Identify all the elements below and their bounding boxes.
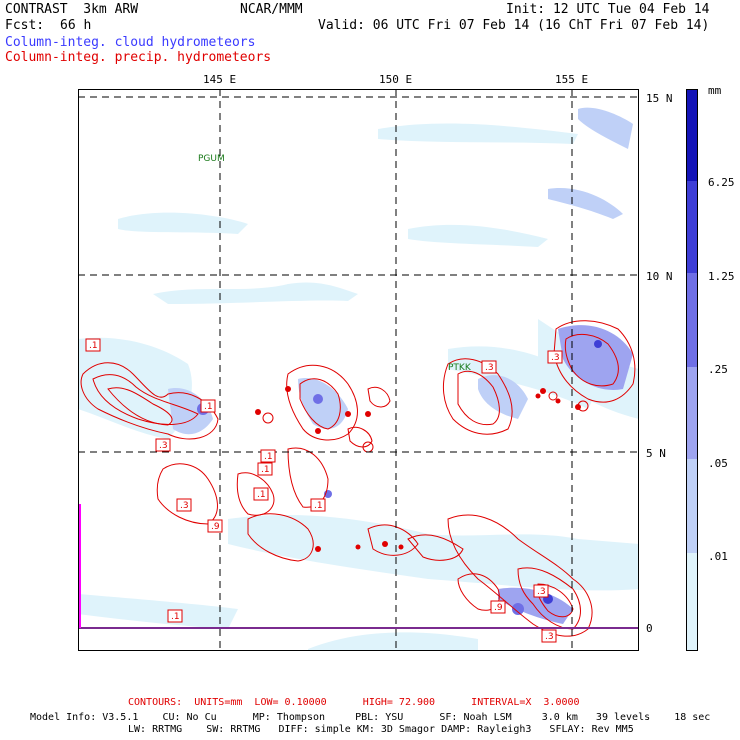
legend-units: mm bbox=[708, 84, 722, 97]
svg-text:.1: .1 bbox=[261, 465, 270, 475]
lon-label-145: 145 E bbox=[203, 73, 237, 86]
svg-text:.3: .3 bbox=[159, 441, 168, 451]
precip-contours bbox=[80, 320, 636, 637]
contour-label: .9 bbox=[490, 600, 506, 614]
contour-label: .1 bbox=[253, 487, 269, 501]
legend-level: .25 bbox=[708, 363, 728, 376]
institution-label: NCAR/MMM bbox=[240, 2, 303, 17]
svg-text:.3: .3 bbox=[545, 632, 554, 642]
svg-text:.3: .3 bbox=[551, 353, 560, 363]
lat-label-5n: 5 N bbox=[646, 447, 666, 460]
contour-label: .3 bbox=[541, 629, 557, 643]
legend-colorbar bbox=[686, 89, 698, 651]
latlon-grid bbox=[78, 89, 639, 651]
svg-text:.3: .3 bbox=[180, 501, 189, 511]
contour-label: .9 bbox=[207, 519, 223, 533]
svg-text:.1: .1 bbox=[314, 501, 323, 511]
map-frame bbox=[78, 89, 639, 651]
svg-text:.1: .1 bbox=[257, 490, 266, 500]
svg-text:.1: .1 bbox=[204, 402, 213, 412]
contour-label: .3 bbox=[176, 498, 192, 512]
legend-level: .05 bbox=[708, 457, 728, 470]
lat-label-0: 0 bbox=[646, 622, 653, 635]
field-cloud-label: Column-integ. cloud hydrometeors bbox=[5, 35, 256, 50]
legend-level: .01 bbox=[708, 550, 728, 563]
contour-label: .3 bbox=[547, 350, 563, 364]
svg-text:.1: .1 bbox=[264, 452, 273, 462]
svg-text:.3: .3 bbox=[537, 587, 546, 597]
svg-text:.9: .9 bbox=[211, 522, 220, 532]
cloud-shading bbox=[78, 107, 639, 651]
forecast-label: Fcst: bbox=[5, 18, 45, 33]
valid-time: Valid: 06 UTC Fri 07 Feb 14 (16 ChT Fri … bbox=[318, 18, 710, 33]
contour-label: .1 bbox=[85, 338, 101, 352]
contour-label: .1 bbox=[260, 449, 276, 463]
lon-label-155: 155 E bbox=[555, 73, 589, 86]
lat-label-10n: 10 N bbox=[646, 270, 673, 283]
contour-label: .3 bbox=[155, 438, 171, 452]
contour-label: .3 bbox=[481, 360, 497, 374]
contour-label: .3 bbox=[533, 584, 549, 598]
station-ptkk: PTKK bbox=[448, 363, 472, 373]
init-time: Init: 12 UTC Tue 04 Feb 14 bbox=[506, 2, 710, 17]
contour-info: CONTOURS: UNITS=mm LOW= 0.10000 HIGH= 72… bbox=[128, 697, 580, 708]
contour-label: .1 bbox=[310, 498, 326, 512]
field-precip-label: Column-integ. precip. hydrometeors bbox=[5, 50, 272, 65]
svg-text:.9: .9 bbox=[494, 603, 503, 613]
plot-title: CONTRAST 3km ARW bbox=[5, 2, 139, 17]
contour-label: .1 bbox=[200, 399, 216, 413]
svg-text:.1: .1 bbox=[89, 341, 98, 351]
forecast-map: PGUM PTKK .1 .1 .3 .1 .3 .1 .9 .1 .1 .3 … bbox=[78, 89, 639, 651]
precip-cores bbox=[255, 386, 581, 552]
lat-label-15n: 15 N bbox=[646, 92, 673, 105]
contour-label: .1 bbox=[257, 462, 273, 476]
lon-label-150: 150 E bbox=[379, 73, 413, 86]
svg-text:.3: .3 bbox=[485, 363, 494, 373]
legend-level: 6.25 bbox=[708, 176, 735, 189]
station-pgum: PGUM bbox=[198, 154, 225, 164]
legend-level: 1.25 bbox=[708, 270, 735, 283]
svg-text:.1: .1 bbox=[171, 612, 180, 622]
model-info-line1: Model Info: V3.5.1 CU: No Cu MP: Thompso… bbox=[30, 712, 711, 723]
model-info-line2: LW: RRTMG SW: RRTMG DIFF: simple KM: 3D … bbox=[128, 724, 634, 735]
contour-label: .1 bbox=[167, 609, 183, 623]
forecast-hour: 66 h bbox=[60, 18, 92, 33]
